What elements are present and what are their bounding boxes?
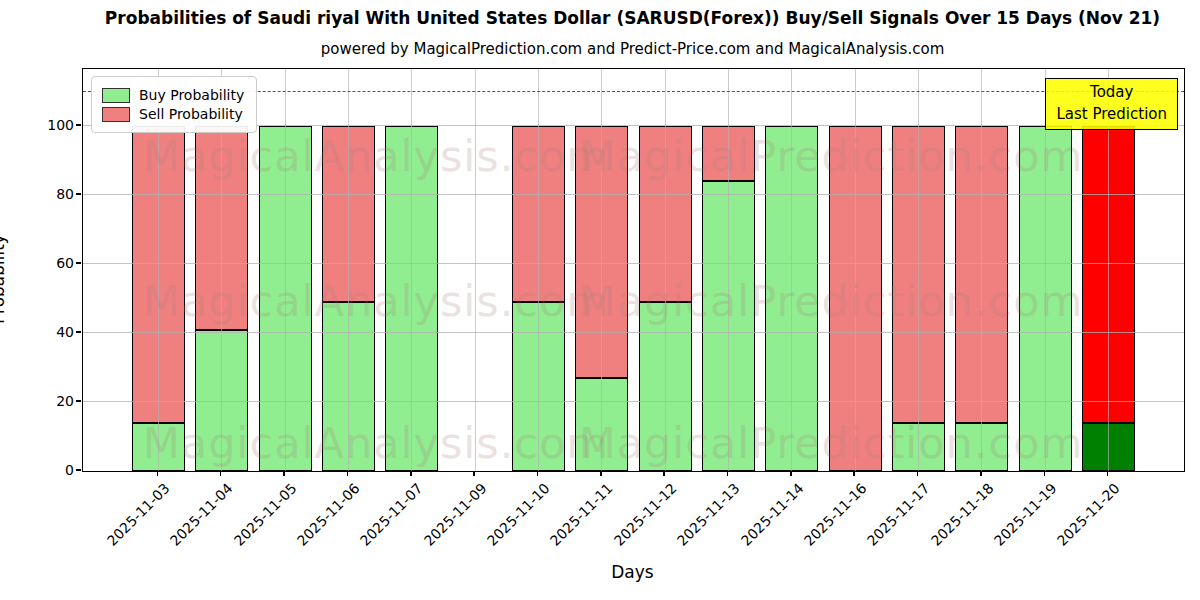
y-tick-label: 60 <box>56 255 74 271</box>
gridline-v <box>918 69 919 471</box>
x-tick-label: 2025-11-14 <box>737 480 806 549</box>
sell-swatch-icon <box>102 107 130 122</box>
x-tick-label: 2025-11-09 <box>421 480 490 549</box>
gridline-v <box>728 69 729 471</box>
y-tick-mark <box>76 400 81 402</box>
gridline-v <box>411 69 412 471</box>
x-axis-label: Days <box>82 562 1183 582</box>
legend-label-sell: Sell Probability <box>139 106 243 122</box>
x-tick-label: 2025-11-20 <box>1054 480 1123 549</box>
x-tick-mark <box>283 471 285 476</box>
gridline-h <box>83 332 1184 333</box>
x-tick-label: 2025-11-18 <box>927 480 996 549</box>
x-tick-label: 2025-11-05 <box>231 480 300 549</box>
x-tick-mark <box>727 471 729 476</box>
chart-subtitle: powered by MagicalPrediction.com and Pre… <box>82 40 1183 58</box>
x-tick-mark <box>347 471 349 476</box>
chart-title: Probabilities of Saudi riyal With United… <box>82 8 1183 28</box>
x-tick-mark <box>1107 471 1109 476</box>
x-tick-label: 2025-11-16 <box>801 480 870 549</box>
y-axis-label: Probability <box>0 219 8 339</box>
gridline-v <box>855 69 856 471</box>
x-tick-mark <box>1044 471 1046 476</box>
watermark-text: MagicalAnalysis.com <box>143 131 609 181</box>
gridline-h <box>83 471 1184 472</box>
x-tick-label: 2025-11-19 <box>991 480 1060 549</box>
x-tick-mark <box>853 471 855 476</box>
x-tick-mark <box>917 471 919 476</box>
y-tick-mark <box>76 331 81 333</box>
x-tick-label: 2025-11-03 <box>104 480 173 549</box>
watermark-text: MagicalAnalysis.com <box>143 276 609 326</box>
watermark-text: MagicalPrediction.com <box>579 418 1084 468</box>
gridline-v <box>665 69 666 471</box>
gridline-v <box>348 69 349 471</box>
gridline-v <box>981 69 982 471</box>
x-tick-mark <box>537 471 539 476</box>
y-tick-mark <box>76 193 81 195</box>
y-tick-mark <box>76 124 81 126</box>
gridline-h <box>83 263 1184 264</box>
y-tick-mark <box>76 262 81 264</box>
buy-swatch-icon <box>102 88 130 103</box>
x-tick-label: 2025-11-17 <box>864 480 933 549</box>
x-tick-label: 2025-11-07 <box>357 480 426 549</box>
x-tick-label: 2025-11-06 <box>294 480 363 549</box>
watermark-text: MagicalPrediction.com <box>579 131 1084 181</box>
gridline-h <box>83 194 1184 195</box>
x-tick-mark <box>600 471 602 476</box>
x-tick-mark <box>473 471 475 476</box>
x-tick-mark <box>157 471 159 476</box>
legend-label-buy: Buy Probability <box>139 87 244 103</box>
chart-figure: Probabilities of Saudi riyal With United… <box>0 0 1200 600</box>
gridline-v <box>791 69 792 471</box>
today-annotation: Today Last Prediction <box>1045 78 1178 130</box>
x-tick-mark <box>663 471 665 476</box>
today-annotation-line1: Today <box>1056 82 1167 104</box>
x-tick-label: 2025-11-13 <box>674 480 743 549</box>
watermark-text: MagicalPrediction.com <box>579 276 1084 326</box>
y-tick-label: 40 <box>56 324 74 340</box>
plot-area: Buy Probability Sell Probability Today L… <box>82 68 1185 472</box>
gridline-v <box>285 69 286 471</box>
x-tick-label: 2025-11-04 <box>167 480 236 549</box>
gridline-v <box>538 69 539 471</box>
y-tick-label: 80 <box>56 186 74 202</box>
legend-item-sell: Sell Probability <box>102 106 244 122</box>
y-tick-mark <box>76 469 81 471</box>
x-tick-mark <box>220 471 222 476</box>
y-tick-label: 20 <box>56 393 74 409</box>
x-tick-label: 2025-11-10 <box>484 480 553 549</box>
gridline-h <box>83 401 1184 402</box>
today-annotation-line2: Last Prediction <box>1056 104 1167 126</box>
watermark-text: MagicalAnalysis.com <box>143 418 609 468</box>
x-tick-label: 2025-11-11 <box>547 480 616 549</box>
x-tick-mark <box>790 471 792 476</box>
x-tick-mark <box>410 471 412 476</box>
gridline-v <box>601 69 602 471</box>
y-tick-label: 100 <box>47 117 74 133</box>
x-tick-mark <box>980 471 982 476</box>
legend-item-buy: Buy Probability <box>102 87 244 103</box>
legend: Buy Probability Sell Probability <box>91 76 257 133</box>
y-tick-label: 0 <box>65 462 74 478</box>
gridline-v <box>475 69 476 471</box>
x-tick-label: 2025-11-12 <box>611 480 680 549</box>
